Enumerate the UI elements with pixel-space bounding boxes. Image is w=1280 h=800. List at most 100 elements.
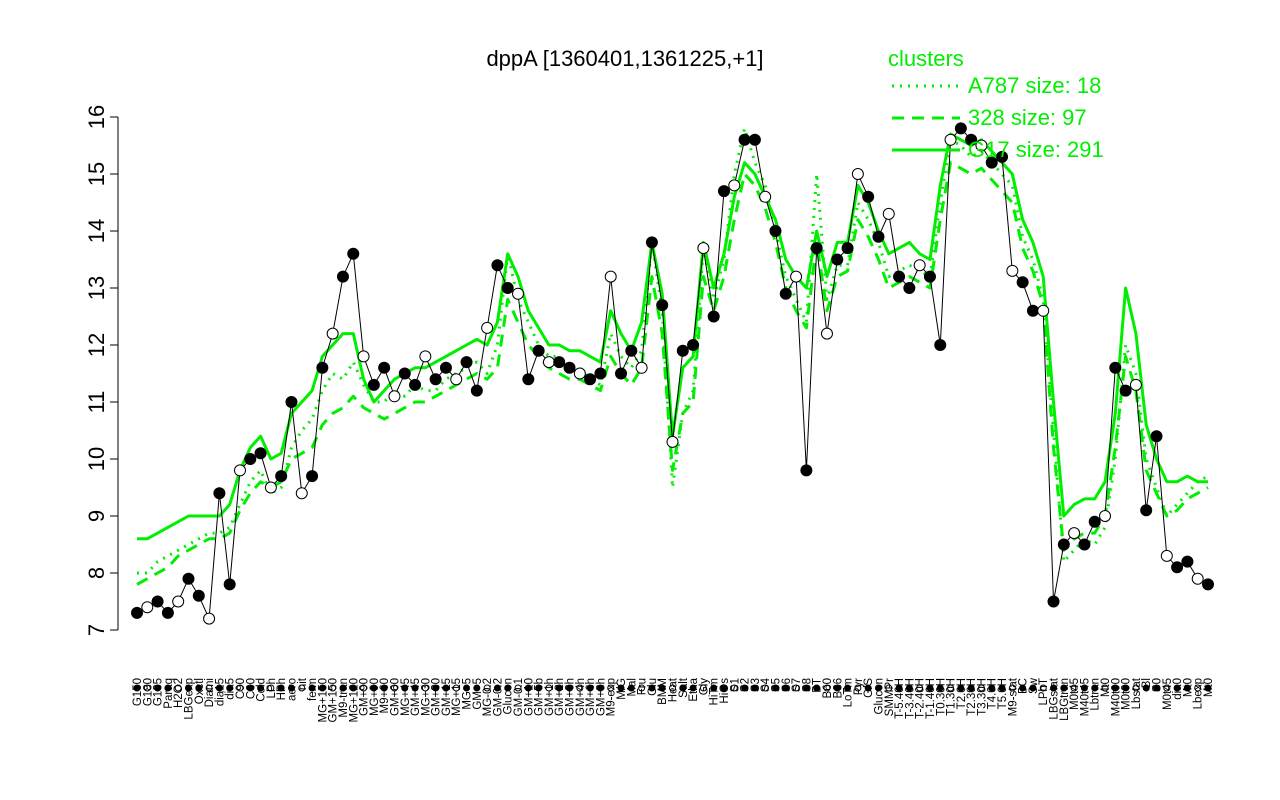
x-tick-label: T-2.40H [915, 678, 927, 719]
data-point [326, 327, 339, 340]
x-tick-label: LPh [266, 678, 278, 698]
x-rug-mark [483, 684, 491, 692]
x-rug-mark [998, 684, 1006, 692]
x-rug-mark [1194, 684, 1202, 692]
x-tick-label: MG+15 [451, 678, 463, 716]
x-rug-mark [1183, 684, 1191, 692]
x-rug-mark [730, 684, 738, 692]
x-rug-mark [782, 684, 790, 692]
x-tick-label: M9-exp [606, 678, 618, 716]
x-tick-label: Lbtran [1090, 678, 1102, 711]
x-tick-label: S6 [781, 678, 793, 692]
data-point [1068, 527, 1081, 540]
x-tick-label: Fru [637, 678, 649, 695]
data-point [584, 373, 597, 386]
data-point [378, 361, 391, 374]
data-point [357, 350, 370, 363]
x-tick-label: Diami [204, 678, 216, 707]
x-tick-label: Lbexp [1193, 678, 1205, 709]
data-point [388, 390, 401, 403]
data-point [192, 589, 205, 602]
x-rug-mark [1153, 684, 1161, 692]
x-tick-label: C30 [245, 678, 257, 699]
x-rug-mark [1142, 684, 1150, 692]
x-tick-label: S5 [770, 678, 782, 692]
x-rug-mark [1173, 684, 1181, 692]
x-rug-mark [905, 684, 913, 692]
x-tick-label: SMMPr [884, 678, 896, 717]
x-rug-mark [1019, 684, 1027, 692]
x-rug-mark [988, 684, 996, 692]
x-tick-label: GM+90 [359, 678, 371, 716]
x-tick-label: Bl [1141, 678, 1153, 688]
data-point [275, 470, 288, 483]
x-rug-mark [864, 684, 872, 692]
x-tick-label: BMM [657, 678, 669, 705]
data-point [851, 168, 864, 180]
x-rug-mark [1122, 684, 1130, 692]
data-point [923, 270, 936, 283]
data-point [738, 133, 751, 146]
x-tick-label: GM+1h [544, 678, 556, 716]
x-tick-label: M40t90 [1110, 678, 1122, 716]
data-point [944, 133, 957, 146]
x-rug-mark [349, 684, 357, 692]
x-rug-mark [164, 684, 172, 692]
data-point [882, 207, 895, 220]
data-point [687, 339, 700, 351]
x-tick-label: G/S [863, 678, 875, 698]
x-tick-label: M9-tran [338, 678, 350, 718]
x-tick-label: GM+10 [523, 678, 535, 716]
data-point [409, 378, 422, 391]
data-point [666, 435, 679, 448]
data-point [996, 150, 1009, 163]
x-rug-mark [1008, 684, 1016, 692]
data-point [810, 242, 823, 255]
x-tick-label: ferm [307, 678, 319, 701]
x-rug-mark [1111, 684, 1119, 692]
data-point [141, 601, 154, 614]
x-tick-label: GM+5b [534, 678, 546, 716]
x-tick-label: Salt [678, 677, 690, 698]
x-tick-label: Heat [668, 677, 680, 702]
data-point [841, 242, 854, 255]
legend-label: G17 size: 291 [968, 137, 1104, 162]
x-rug-mark [566, 684, 574, 692]
data-point [223, 578, 236, 591]
y-tick-label: 11 [84, 391, 109, 414]
data-point [1109, 361, 1122, 374]
x-tick-label: Glucon [503, 678, 515, 714]
x-rug-mark [617, 684, 625, 692]
x-rug-mark [596, 684, 604, 692]
x-rug-mark [1080, 684, 1088, 692]
data-point [975, 139, 988, 152]
data-point [779, 287, 792, 300]
y-tick-label: 14 [84, 219, 109, 243]
data-point [244, 453, 257, 465]
x-tick-label: LBGtran [1059, 678, 1071, 721]
data-point [820, 327, 833, 340]
x-tick-label: S7 [791, 678, 803, 692]
x-rug-mark [586, 684, 594, 692]
data-point [1088, 515, 1101, 528]
data-point [151, 595, 164, 608]
x-rug-mark [154, 684, 162, 692]
data-point [182, 572, 195, 585]
x-rug-mark [802, 684, 810, 692]
x-rug-mark [926, 684, 934, 692]
x-axis-labels: G150G180G135ParaqH2O2LBGexpOxctlDiamidia… [132, 677, 1215, 722]
x-rug-mark [1204, 684, 1212, 692]
x-tick-label: GM+15 [441, 678, 453, 716]
x-rug-mark [257, 684, 265, 692]
x-rug-mark [720, 684, 728, 692]
x-rug-mark [607, 684, 615, 692]
x-rug-mark [874, 684, 882, 692]
y-tick-label: 13 [84, 276, 109, 300]
x-rug-mark [143, 684, 151, 692]
x-rug-mark [895, 684, 903, 692]
x-tick-label: MG+120 [348, 678, 360, 722]
data-point [635, 361, 648, 374]
x-rug-mark [638, 684, 646, 692]
x-rug-mark [699, 684, 707, 692]
data-point [893, 270, 906, 283]
